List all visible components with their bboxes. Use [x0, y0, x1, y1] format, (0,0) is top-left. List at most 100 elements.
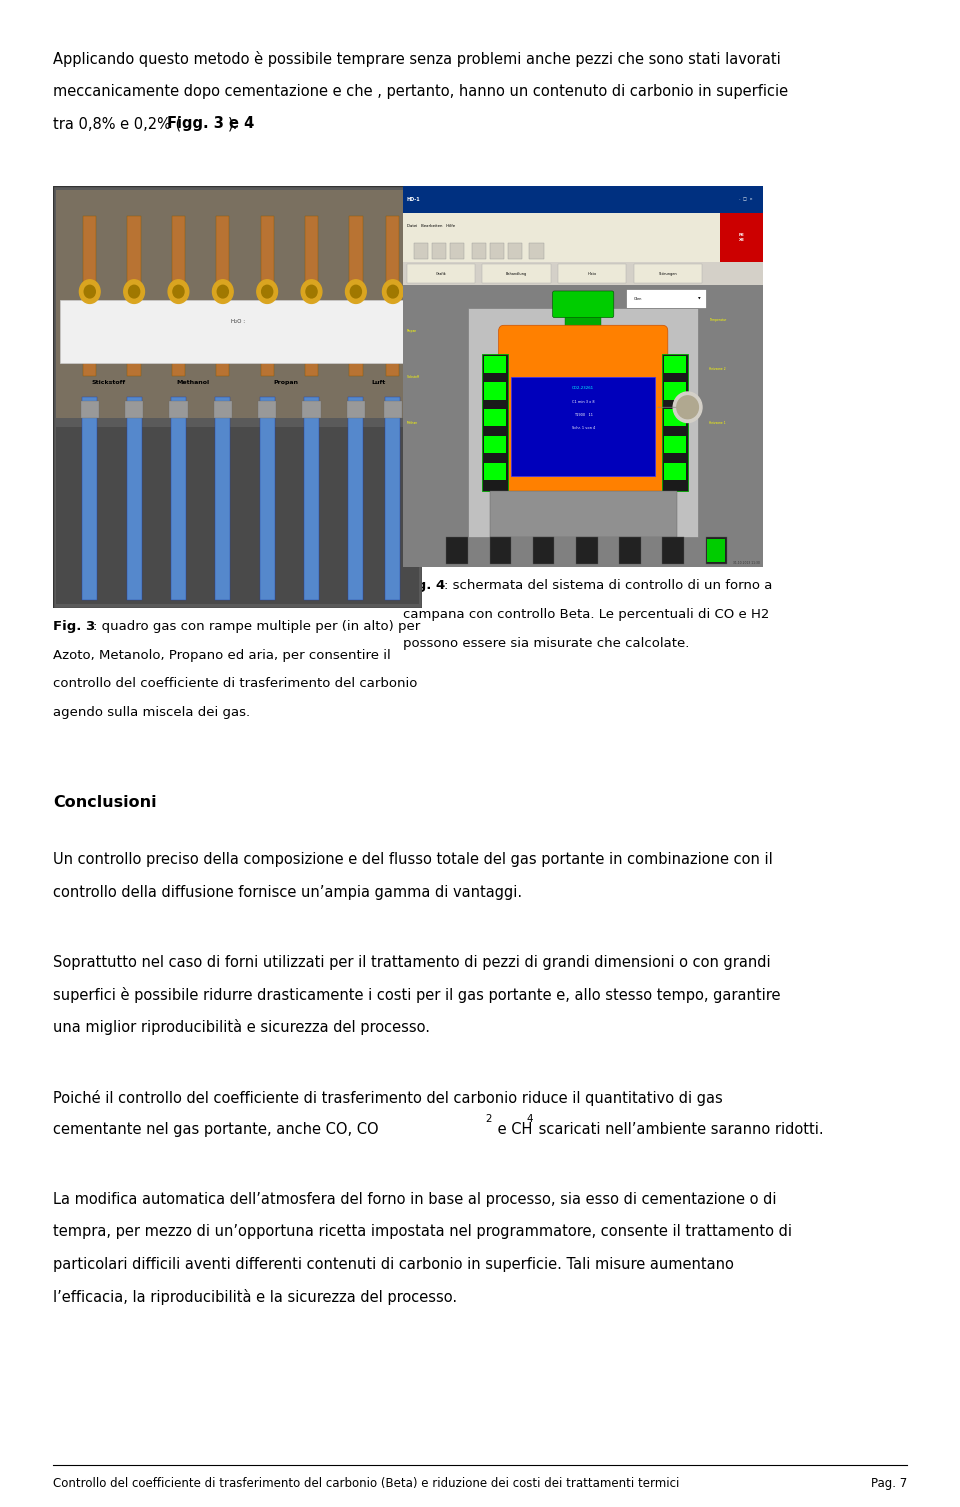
FancyBboxPatch shape [565, 307, 601, 339]
FancyBboxPatch shape [662, 536, 684, 564]
FancyBboxPatch shape [508, 243, 522, 259]
Circle shape [217, 285, 228, 298]
Text: C1 min 3 x 8: C1 min 3 x 8 [572, 399, 594, 404]
Text: Luft: Luft [371, 380, 385, 386]
FancyBboxPatch shape [403, 240, 763, 262]
FancyBboxPatch shape [84, 216, 96, 377]
FancyBboxPatch shape [471, 243, 486, 259]
Text: particolari difficili aventi differenti contenuti di carbonio in superficie. Tal: particolari difficili aventi differenti … [53, 1257, 733, 1272]
Text: Fig. 3: Fig. 3 [53, 621, 95, 633]
FancyBboxPatch shape [407, 264, 475, 283]
FancyBboxPatch shape [468, 307, 698, 536]
FancyBboxPatch shape [403, 187, 763, 568]
Circle shape [350, 285, 361, 298]
Text: Histo: Histo [588, 271, 597, 276]
Text: Grafik: Grafik [436, 271, 446, 276]
Text: Störungen: Störungen [659, 271, 677, 276]
Text: Ofen: Ofen [634, 297, 642, 300]
Text: : schermata del sistema di controllo di un forno a: : schermata del sistema di controllo di … [444, 580, 772, 592]
Text: Conclusioni: Conclusioni [53, 796, 156, 809]
Text: Propan: Propan [407, 329, 417, 333]
Text: scaricati nell’ambiente saranno ridotti.: scaricati nell’ambiente saranno ridotti. [535, 1121, 824, 1136]
Text: cementante nel gas portante, anche CO, CO: cementante nel gas portante, anche CO, C… [53, 1121, 378, 1136]
FancyBboxPatch shape [53, 187, 422, 609]
FancyBboxPatch shape [490, 243, 504, 259]
Text: Poiché il controllo del coefficiente di trasferimento del carbonio riduce il qua: Poiché il controllo del coefficiente di … [53, 1090, 723, 1106]
FancyBboxPatch shape [125, 401, 143, 419]
FancyBboxPatch shape [260, 398, 275, 600]
FancyBboxPatch shape [664, 463, 685, 479]
FancyBboxPatch shape [576, 536, 597, 564]
Text: campana con controllo Beta. Le percentuali di CO e H2: campana con controllo Beta. Le percentua… [403, 609, 770, 621]
FancyBboxPatch shape [349, 216, 363, 377]
FancyBboxPatch shape [484, 410, 506, 426]
FancyBboxPatch shape [490, 491, 677, 536]
FancyBboxPatch shape [482, 264, 551, 283]
Text: Methan: Methan [407, 420, 418, 425]
Text: La modifica automatica dell’atmosfera del forno in base al processo, sia esso di: La modifica automatica dell’atmosfera de… [53, 1192, 777, 1207]
FancyBboxPatch shape [498, 326, 668, 505]
FancyBboxPatch shape [213, 401, 232, 419]
FancyBboxPatch shape [626, 289, 706, 307]
FancyBboxPatch shape [60, 300, 415, 363]
Text: possono essere sia misurate che calcolate.: possono essere sia misurate che calcolat… [403, 637, 689, 650]
Text: Soprattutto nel caso di forni utilizzati per il trattamento di pezzi di grandi d: Soprattutto nel caso di forni utilizzati… [53, 955, 771, 969]
FancyBboxPatch shape [258, 401, 276, 419]
Circle shape [124, 280, 144, 303]
FancyBboxPatch shape [83, 398, 97, 600]
FancyBboxPatch shape [664, 410, 685, 426]
Text: Azoto, Metanolo, Propano ed aria, per consentire il: Azoto, Metanolo, Propano ed aria, per co… [53, 650, 391, 662]
Text: 2: 2 [486, 1115, 492, 1124]
Text: Schr. 1 von 4: Schr. 1 von 4 [571, 426, 595, 429]
Text: 4: 4 [527, 1115, 533, 1124]
Text: l’efficacia, la riproducibilità e la sicurezza del processo.: l’efficacia, la riproducibilità e la sic… [53, 1290, 457, 1305]
Text: Controllo del coefficiente di trasferimento del carbonio (Beta) e riduzione dei : Controllo del coefficiente di trasferime… [53, 1477, 679, 1490]
Text: agendo sulla miscela dei gas.: agendo sulla miscela dei gas. [53, 707, 250, 719]
FancyBboxPatch shape [215, 398, 230, 600]
FancyBboxPatch shape [634, 264, 702, 283]
Text: Temperatur: Temperatur [709, 318, 727, 321]
Text: Pag. 7: Pag. 7 [871, 1477, 907, 1490]
FancyBboxPatch shape [128, 216, 141, 377]
FancyBboxPatch shape [172, 216, 185, 377]
FancyBboxPatch shape [414, 243, 428, 259]
FancyBboxPatch shape [482, 354, 508, 491]
FancyBboxPatch shape [450, 243, 465, 259]
Circle shape [212, 280, 233, 303]
Text: H₂O :: H₂O : [230, 318, 245, 324]
Text: : quadro gas con rampe multiple per (in alto) per: : quadro gas con rampe multiple per (in … [93, 621, 420, 633]
Circle shape [168, 280, 189, 303]
FancyBboxPatch shape [305, 216, 318, 377]
FancyBboxPatch shape [484, 356, 506, 372]
Text: Behandlung: Behandlung [506, 271, 527, 276]
FancyBboxPatch shape [708, 540, 726, 562]
Text: T1900   11: T1900 11 [574, 413, 592, 417]
FancyBboxPatch shape [216, 216, 229, 377]
Text: tra 0,8% e 0,2% (: tra 0,8% e 0,2% ( [53, 116, 181, 131]
Circle shape [80, 280, 100, 303]
Circle shape [346, 280, 366, 303]
FancyBboxPatch shape [347, 401, 365, 419]
Text: superfici è possibile ridurre drasticamente i costi per il gas portante e, allo : superfici è possibile ridurre drasticame… [53, 987, 780, 1004]
Text: Datei   Bearbeiten   Hilfe: Datei Bearbeiten Hilfe [407, 225, 455, 228]
Text: tempra, per mezzo di un’opportuna ricetta impostata nel programmatore, consente : tempra, per mezzo di un’opportuna ricett… [53, 1224, 792, 1239]
FancyBboxPatch shape [511, 377, 655, 476]
Text: -  □  ×: - □ × [738, 197, 753, 202]
FancyBboxPatch shape [171, 398, 186, 600]
Text: Figg. 3 e 4: Figg. 3 e 4 [167, 116, 254, 131]
FancyBboxPatch shape [619, 536, 641, 564]
FancyBboxPatch shape [432, 243, 446, 259]
Text: ▼: ▼ [698, 297, 701, 300]
Text: controllo del coefficiente di trasferimento del carbonio: controllo del coefficiente di trasferime… [53, 678, 418, 690]
FancyBboxPatch shape [484, 383, 506, 399]
FancyBboxPatch shape [664, 356, 685, 372]
FancyBboxPatch shape [57, 426, 419, 604]
FancyBboxPatch shape [385, 398, 400, 600]
Circle shape [129, 285, 139, 298]
Text: Sickstoff: Sickstoff [407, 375, 420, 378]
Circle shape [677, 396, 698, 419]
FancyBboxPatch shape [484, 463, 506, 479]
FancyBboxPatch shape [81, 401, 99, 419]
FancyBboxPatch shape [662, 354, 687, 491]
Text: una miglior riproducibilità e sicurezza del processo.: una miglior riproducibilità e sicurezza … [53, 1019, 430, 1035]
